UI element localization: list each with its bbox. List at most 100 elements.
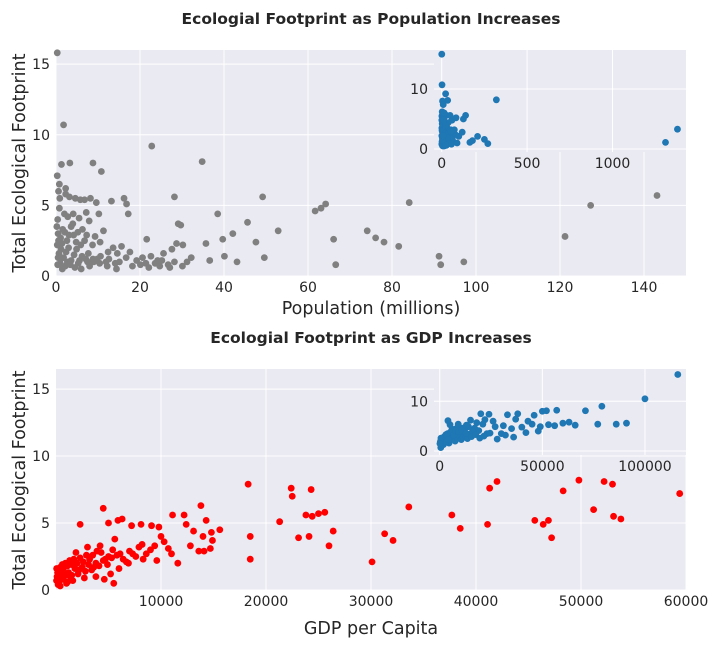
population-x-tick-label: 80: [383, 280, 401, 296]
gdp-chart-title: Ecologial Footprint as GDP Increases: [210, 329, 532, 347]
gdp-data-point: [53, 565, 61, 572]
population-data-point: [83, 231, 91, 239]
population-data-point: [108, 197, 115, 205]
population-data-point: [372, 234, 380, 242]
population-x-tick-label: 120: [547, 280, 574, 296]
gdp-data-point: [76, 520, 84, 528]
population-data-point: [113, 250, 121, 257]
gdp-inset-data-point: [514, 410, 522, 418]
population-inset-data-point: [452, 114, 460, 122]
population-inset-data-point: [453, 139, 461, 147]
population-data-point: [311, 207, 319, 215]
gdp-data-point: [64, 578, 71, 586]
population-data-point: [55, 204, 63, 212]
gdp-inset-data-point: [444, 436, 452, 443]
population-data-point: [73, 245, 80, 253]
gdp-data-point: [197, 502, 205, 510]
gdp-data-point: [61, 570, 68, 578]
population-data-point: [173, 240, 180, 247]
gdp-data-point: [72, 549, 80, 556]
gdp-data-point: [104, 561, 111, 568]
population-data-point: [82, 209, 90, 216]
gdp-data-point: [153, 557, 161, 564]
population-inset-data-point: [674, 125, 681, 133]
population-data-point: [143, 235, 151, 243]
gdp-data-point: [381, 530, 389, 538]
gdp-data-point: [148, 522, 155, 530]
population-inset-data-point: [439, 132, 447, 140]
gdp-data-point: [100, 575, 108, 583]
population-inset-data-point: [442, 122, 449, 130]
population-y-axis-label: Total Ecological Footprint: [10, 53, 30, 273]
gdp-inset-data-point: [641, 395, 649, 403]
population-data-point: [380, 238, 388, 246]
population-inset-y-tick-label: 10: [410, 82, 428, 98]
gdp-inset-x-tick-label: 100000: [618, 459, 671, 475]
population-data-point: [252, 238, 260, 246]
population-data-point: [179, 241, 187, 249]
population-inset-data-point: [458, 128, 466, 136]
gdp-data-point: [545, 516, 552, 524]
gdp-inset-data-point: [508, 425, 515, 433]
population-inset-data-point: [448, 140, 455, 148]
gdp-data-point: [164, 545, 172, 552]
gdp-x-tick-label: 40000: [454, 594, 499, 610]
gdp-data-point: [126, 547, 133, 555]
population-inset-x-tick-label: 1000: [595, 156, 631, 172]
population-data-point: [332, 261, 340, 269]
population-inset-data-point: [662, 139, 669, 146]
population-data-point: [123, 200, 130, 208]
gdp-y-tick-label: 15: [32, 382, 50, 398]
gdp-data-point: [84, 543, 91, 551]
population-data-point: [61, 210, 68, 218]
population-data-point: [58, 161, 65, 168]
gdp-data-point: [216, 526, 224, 534]
gdp-inset-data-point: [512, 415, 520, 423]
gdp-data-point: [96, 542, 104, 550]
gdp-inset-data-point: [477, 410, 485, 418]
gdp-data-point: [329, 527, 337, 535]
population-data-point: [58, 240, 66, 247]
population-inset-data-point: [439, 101, 447, 108]
population-inset-data-point: [469, 137, 476, 145]
gdp-data-point: [276, 518, 284, 526]
population-y-tick-label: 0: [41, 269, 50, 285]
gdp-y-tick-label: 5: [41, 516, 50, 532]
population-y-tick-label: 15: [32, 57, 50, 73]
gdp-data-point: [405, 503, 413, 511]
gdp-inset-data-point: [594, 420, 602, 428]
gdp-inset-data-point: [551, 422, 559, 430]
population-data-point: [118, 242, 125, 250]
population-data-point: [179, 262, 186, 270]
population-data-point: [77, 265, 85, 273]
population-data-point: [63, 258, 71, 266]
gdp-data-point: [307, 486, 315, 493]
gdp-inset-data-point: [485, 410, 493, 418]
gdp-data-point: [56, 582, 64, 590]
population-data-point: [156, 262, 164, 270]
gdp-data-point: [539, 520, 547, 528]
population-data-point: [97, 252, 104, 260]
gdp-data-point: [246, 555, 254, 563]
population-data-point: [69, 210, 77, 218]
population-chart-title: Ecologial Footprint as Population Increa…: [182, 10, 561, 28]
population-data-point: [129, 262, 136, 270]
population-data-point: [219, 235, 227, 243]
population-data-point: [91, 233, 99, 240]
gdp-inset-tick-labels: 0 50000 100000 0 10: [410, 394, 672, 475]
population-inset-chart: 0 500 1000 0 10: [410, 50, 686, 172]
gdp-data-point: [187, 542, 194, 550]
gdp-data-point: [110, 579, 118, 587]
population-data-point: [148, 142, 156, 150]
population-inset-data-point: [442, 90, 450, 98]
gdp-inset-data-point: [553, 406, 561, 414]
population-data-point: [62, 185, 70, 192]
population-data-point: [66, 159, 74, 167]
gdp-data-point: [82, 567, 89, 575]
population-x-tick-label: 0: [52, 280, 61, 296]
gdp-data-point: [75, 566, 83, 574]
gdp-inset-data-point: [545, 421, 552, 429]
population-inset-x-tick-label: 0: [437, 156, 446, 172]
gdp-data-point: [182, 520, 190, 528]
gdp-data-point: [590, 506, 597, 514]
